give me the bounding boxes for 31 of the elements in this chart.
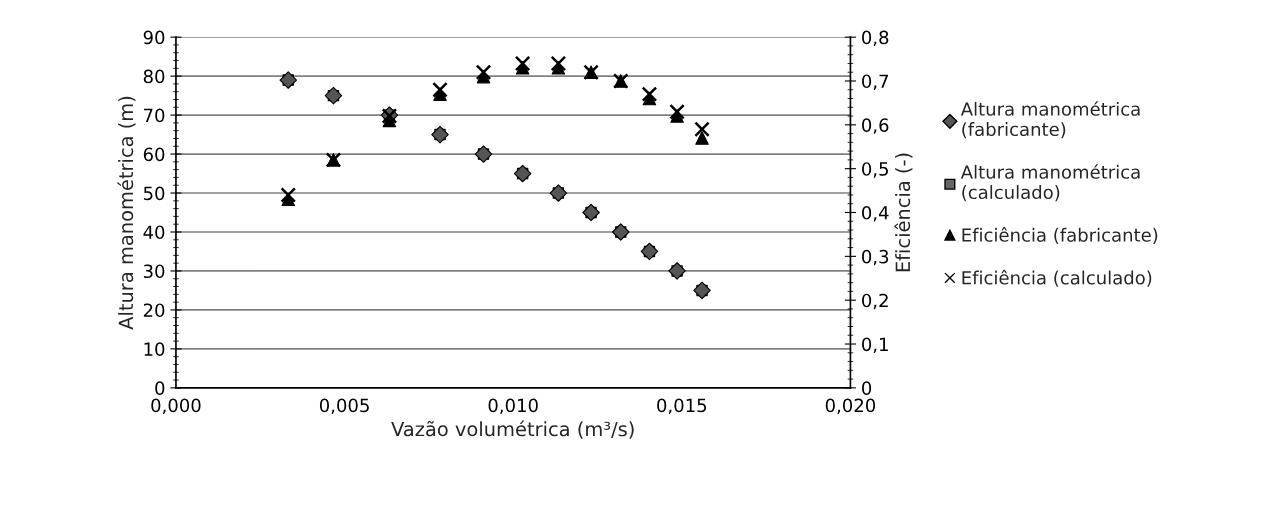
y-tick-label: 60 bbox=[143, 147, 165, 162]
y-tick-label: 0 bbox=[155, 381, 165, 395]
legend-label: Altura manométrica (calculado) bbox=[960, 164, 1140, 202]
y2-tick-label: 0,7 bbox=[862, 74, 889, 90]
y-axis-title: Altura manométrica (m) bbox=[117, 96, 136, 330]
y-tick-label: 80 bbox=[143, 69, 165, 84]
y2-axis-title: Eficiência (-) bbox=[894, 153, 913, 272]
y2-tick-label: 0,1 bbox=[862, 337, 888, 353]
legend-label: Eficiência (calculado) bbox=[962, 269, 1152, 287]
y2-tick-label: 0,5 bbox=[862, 162, 888, 178]
y-tick-label: 30 bbox=[143, 264, 165, 279]
x-tick-label: 0,005 bbox=[319, 398, 369, 415]
y-tick-label: 50 bbox=[143, 186, 165, 201]
y-tick-label: 20 bbox=[143, 303, 165, 318]
y-tick-label: 10 bbox=[144, 342, 165, 357]
x-tick-label: 0,020 bbox=[825, 398, 876, 415]
y-tick-label: 40 bbox=[143, 225, 165, 240]
x-tick-label: 0,010 bbox=[488, 398, 538, 415]
y-tick-label: 90 bbox=[143, 30, 165, 45]
legend-label: Altura manométrica (fabricante) bbox=[960, 101, 1140, 139]
y2-tick-label: 0,8 bbox=[862, 30, 889, 47]
y2-tick-label: 0,4 bbox=[862, 205, 889, 222]
y2-tick-label: 0 bbox=[862, 381, 872, 395]
x-tick-label: 0,015 bbox=[657, 398, 707, 415]
y2-tick-label: 0,2 bbox=[862, 293, 888, 310]
legend-label: Eficiência (fabricante) bbox=[962, 227, 1158, 244]
x-tick-label: 0,000 bbox=[151, 398, 201, 415]
x-axis-title: Vazão volumétrica (m³/s) bbox=[391, 420, 634, 439]
y2-tick-label: 0,6 bbox=[862, 118, 889, 134]
y2-tick-label: 0,3 bbox=[862, 249, 889, 266]
y-tick-label: 70 bbox=[144, 108, 165, 123]
